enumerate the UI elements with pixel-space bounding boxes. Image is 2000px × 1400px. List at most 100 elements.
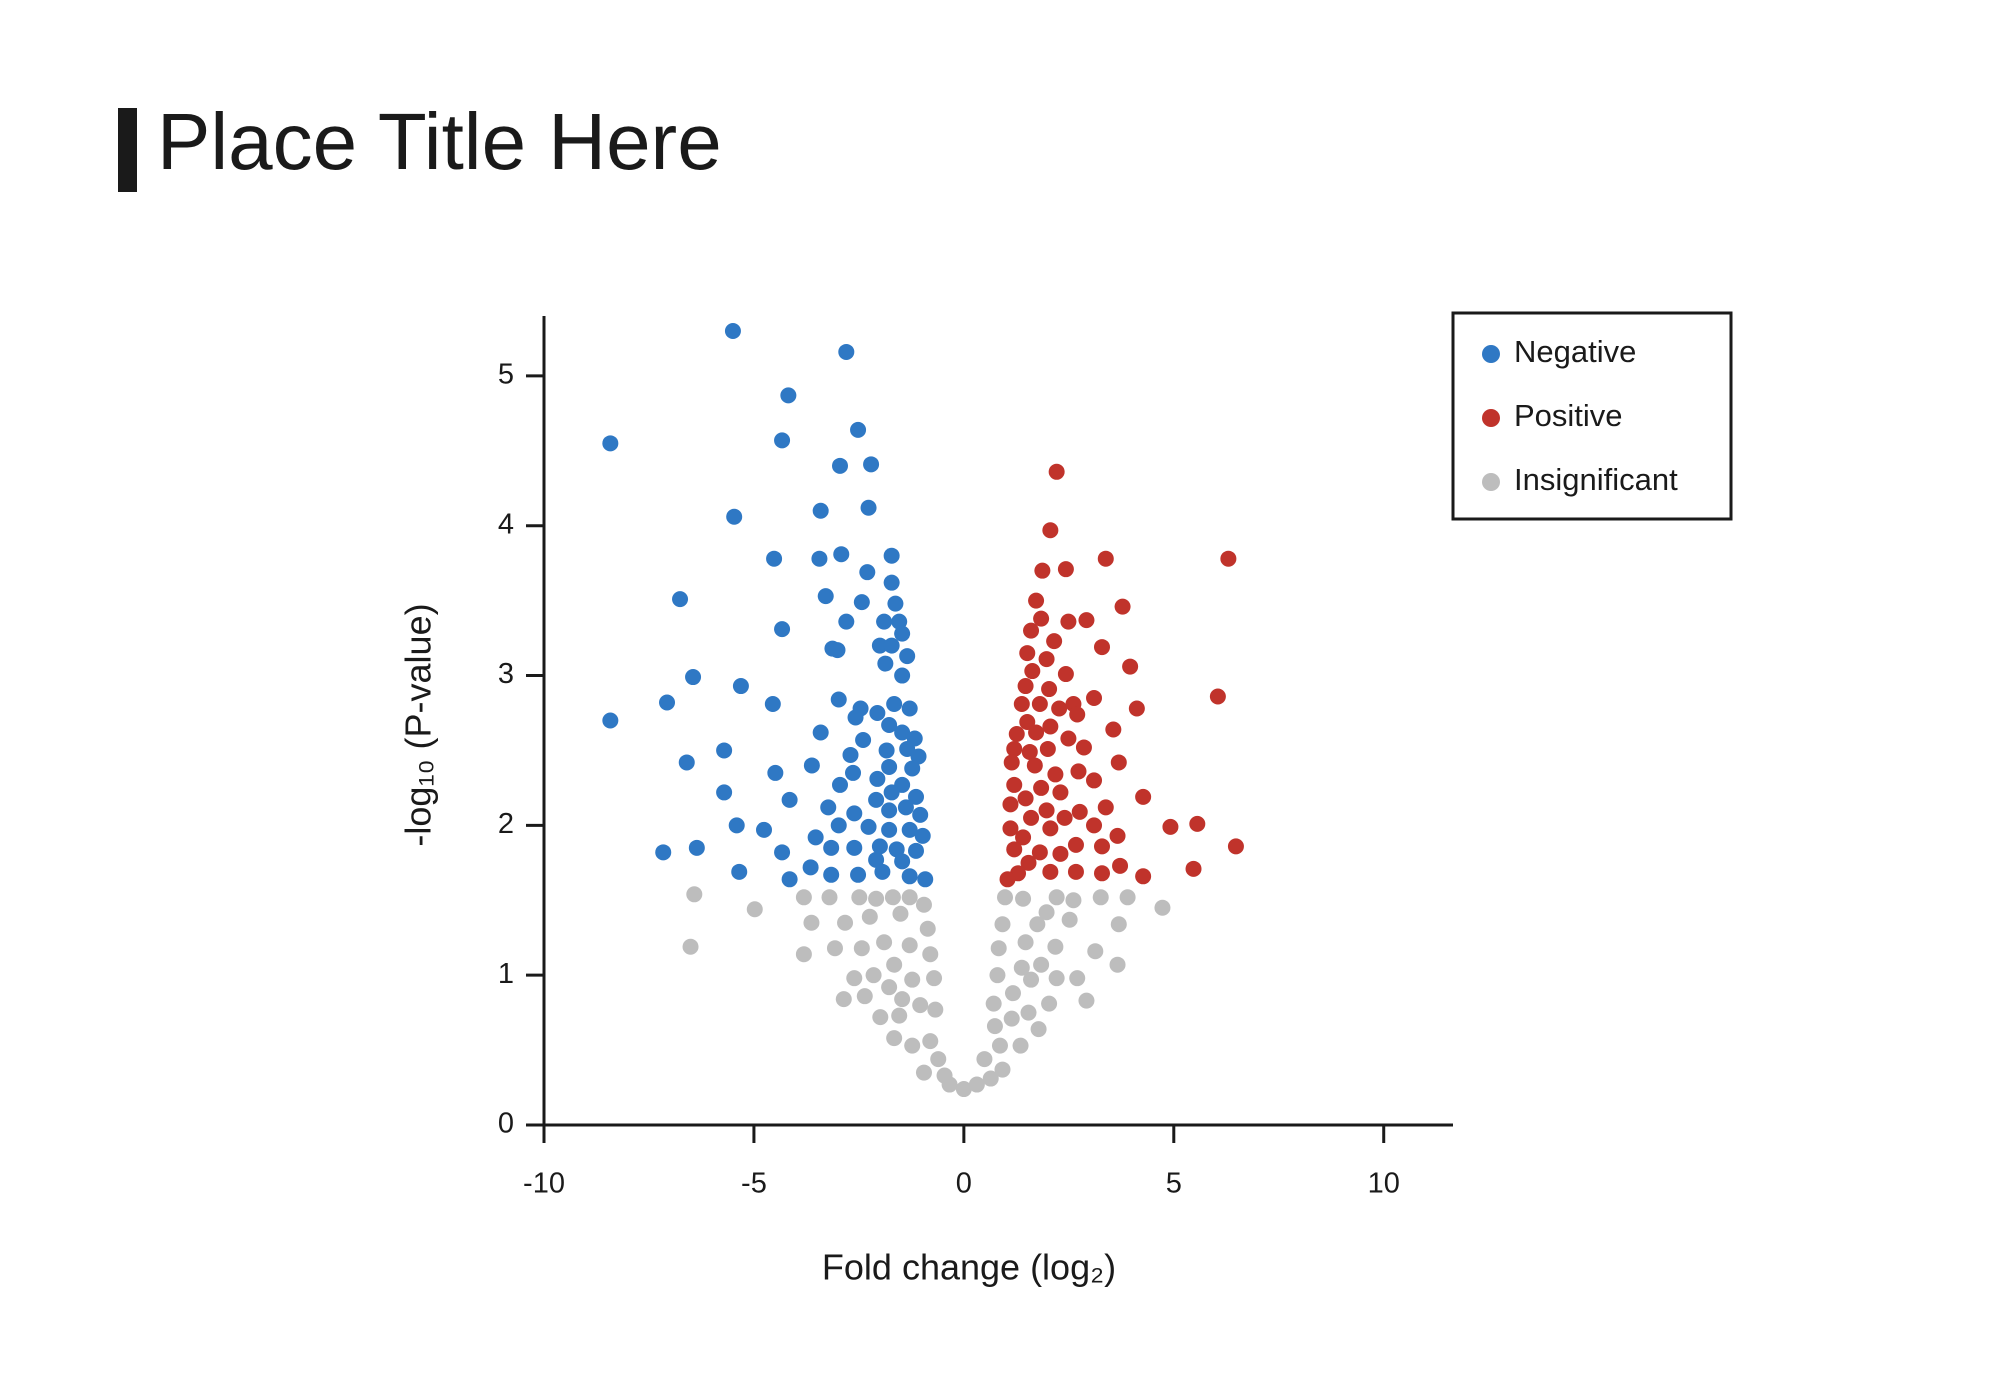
point [886, 696, 903, 713]
point [774, 432, 791, 449]
point [756, 821, 773, 838]
point [685, 669, 702, 686]
point [1006, 776, 1023, 793]
x-axis-title: Fold change (log₂) [822, 1247, 1116, 1288]
point [955, 1081, 972, 1098]
point [1052, 784, 1069, 801]
y-tick-label: 3 [498, 658, 514, 690]
point [985, 995, 1002, 1012]
point [899, 648, 916, 665]
point [821, 889, 838, 906]
point [1109, 827, 1126, 844]
point [994, 916, 1011, 933]
point [1110, 754, 1127, 771]
point [912, 997, 929, 1014]
y-tick-label: 0 [498, 1108, 514, 1140]
point [659, 694, 676, 711]
point [1008, 725, 1025, 742]
point [1086, 690, 1103, 707]
point [1028, 724, 1045, 741]
point [917, 871, 934, 888]
point [1060, 730, 1077, 747]
point [883, 784, 900, 801]
point [863, 456, 880, 473]
point [602, 435, 619, 452]
point [1122, 658, 1139, 675]
point [851, 889, 868, 906]
point [1004, 985, 1021, 1002]
point [982, 1070, 999, 1087]
x-tick-label: -10 [523, 1168, 565, 1200]
point [1013, 959, 1030, 976]
point [877, 655, 894, 672]
point [780, 387, 797, 404]
point [891, 613, 908, 630]
point [655, 844, 672, 861]
point [1067, 863, 1084, 880]
point [767, 764, 784, 781]
point [878, 742, 895, 759]
point [1019, 713, 1036, 730]
point [1209, 688, 1226, 705]
point [871, 838, 888, 855]
point [1012, 1037, 1029, 1054]
point [1020, 1004, 1037, 1021]
point [682, 938, 699, 955]
point [726, 508, 743, 525]
point [1056, 809, 1073, 826]
point [904, 1037, 921, 1054]
point [1189, 815, 1206, 832]
point [1002, 820, 1019, 837]
point [846, 839, 863, 856]
point [1105, 721, 1122, 738]
point [781, 791, 798, 808]
point [1078, 612, 1095, 629]
x-tick-label: 5 [1166, 1168, 1182, 1200]
point [1019, 645, 1036, 662]
point [989, 967, 1006, 984]
point [724, 322, 741, 339]
point [853, 940, 870, 957]
point [868, 791, 885, 808]
point [930, 1051, 947, 1068]
point [926, 970, 943, 987]
point [986, 1018, 1003, 1035]
point [807, 829, 824, 846]
point [1034, 562, 1051, 579]
point [1047, 766, 1064, 783]
point [1020, 854, 1037, 871]
point [686, 886, 703, 903]
point [846, 970, 863, 987]
point [1047, 938, 1064, 955]
chart-title: Place Title Here [157, 97, 722, 186]
point [991, 1037, 1008, 1054]
point [1220, 550, 1237, 567]
point [874, 863, 891, 880]
point [1092, 889, 1109, 906]
point [1075, 739, 1092, 756]
point [1052, 845, 1069, 862]
point [894, 625, 911, 642]
point [1060, 613, 1077, 630]
point [1026, 757, 1043, 774]
point [927, 1001, 944, 1018]
point [1024, 663, 1041, 680]
point [1017, 790, 1034, 807]
point [883, 637, 900, 654]
point [881, 758, 898, 775]
point [1093, 865, 1110, 882]
point [1114, 598, 1131, 615]
point [1048, 970, 1065, 987]
point [1038, 651, 1055, 668]
point [1031, 844, 1048, 861]
point [1051, 700, 1068, 717]
point [881, 716, 898, 733]
point [869, 770, 886, 787]
point [845, 764, 862, 781]
x-tick-label: -5 [741, 1168, 767, 1200]
point [837, 914, 854, 931]
point [832, 457, 849, 474]
point [872, 1009, 889, 1026]
point [1031, 696, 1048, 713]
